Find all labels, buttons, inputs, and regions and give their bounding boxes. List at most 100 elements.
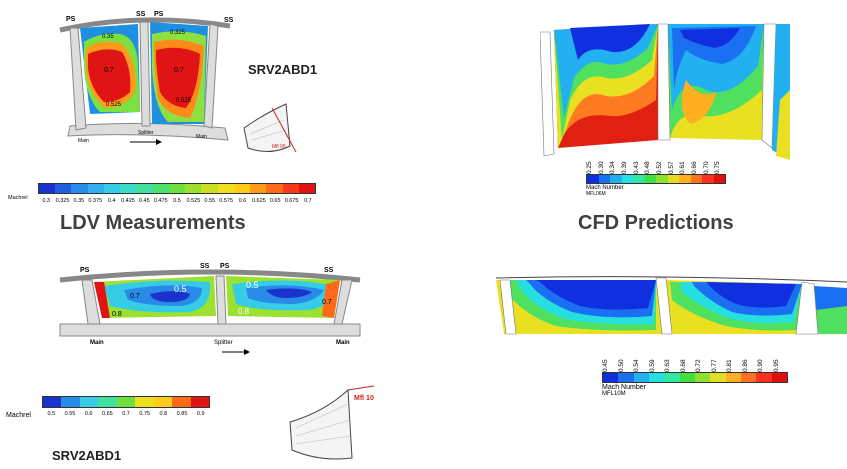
colorbar-title: Machrel (8, 195, 28, 201)
colorbar-tick: 0.4 (107, 198, 116, 204)
colorbar-swatch (55, 184, 72, 193)
cfd-bottom-panel (495, 276, 847, 338)
colorbar-tick: 0.7 (304, 198, 312, 204)
main-label: Main (196, 134, 207, 140)
colorbar-title: Mach Number (586, 185, 624, 191)
colorbar-swatch (694, 373, 711, 382)
colorbar-title: Mach Number (602, 384, 646, 391)
colorbar-tick: 0.25 (586, 161, 593, 174)
colorbar-tick: 0.95 (772, 359, 780, 372)
colorbar-swatch (168, 184, 186, 193)
contour-label: 0.5 (246, 280, 259, 290)
colorbar-tick: 0.34 (609, 161, 617, 174)
colorbar-tick: 0.68 (679, 359, 687, 372)
colorbar-tick: 0.81 (726, 359, 733, 372)
ss-label: SS (324, 267, 334, 274)
colorbar-swatch (190, 397, 209, 407)
main-label: Main (336, 340, 350, 346)
contour-label: 0.525 (176, 98, 192, 104)
colorbar-swatch (702, 175, 714, 183)
inset-label: Mfl 06 (272, 144, 286, 150)
colorbar-swatch (71, 184, 88, 193)
colorbar-swatch (233, 184, 251, 193)
contour-label: 0.8 (112, 311, 122, 318)
ldv-bottom-colorbar: 0.5 0.55 0.6 0.65 0.7 0.75 0.8 0.85 0.9 (42, 396, 210, 417)
colorbar-swatch (587, 175, 599, 183)
colorbar-tick: 0.86 (741, 359, 749, 372)
colorbar-subtitle: MFL06M (586, 191, 606, 197)
colorbar-swatch (664, 373, 680, 382)
cfd-bottom-plot (495, 276, 847, 335)
colorbar-tick: 0.9 (196, 411, 205, 417)
contour-label: 0.8 (238, 307, 250, 316)
colorbar-tick: 0.5 (47, 411, 56, 417)
colorbar-tick: 0.65 (269, 198, 281, 204)
colorbar-tick: 0.61 (679, 161, 687, 174)
colorbar-tick: 0.55 (64, 411, 76, 417)
colorbar-tick: 0.55 (204, 198, 216, 204)
ldv-top-colorbar: 0.3 0.325 0.35 0.375 0.4 0.425 0.45 0.475 0.5 0.5… (38, 183, 316, 204)
colorbar-swatch (185, 184, 202, 193)
colorbar-tick: 0.50 (617, 359, 625, 372)
colorbar-swatch (633, 373, 649, 382)
colorbar-swatch (136, 184, 153, 193)
colorbar-swatch (135, 397, 154, 407)
contour-label: 0.7 (104, 67, 114, 74)
contour-label: 0.7 (130, 293, 140, 300)
main-label: Main (78, 138, 89, 144)
contour-label: 0.5 (174, 284, 187, 294)
colorbar-swatch (282, 184, 299, 193)
colorbar-tick: 0.90 (757, 359, 764, 372)
colorbar-swatch (217, 184, 234, 193)
splitter-label: Splitter (214, 340, 233, 346)
colorbar-swatch (756, 373, 772, 382)
ss-label: SS (200, 263, 210, 270)
colorbar-tick: 0.625 (251, 198, 266, 204)
colorbar-swatch (79, 397, 99, 407)
colorbar-swatch (598, 175, 610, 183)
colorbar-swatch (644, 175, 656, 183)
colorbar-tick: 0.52 (656, 161, 664, 174)
ss-label: SS (224, 17, 234, 24)
colorbar-swatch (648, 373, 665, 382)
colorbar-swatch (266, 184, 283, 193)
colorbar-swatch (725, 373, 741, 382)
colorbar-tick: 0.48 (644, 161, 652, 174)
case-code: SRV2ABD1 (248, 62, 318, 77)
colorbar-swatch (120, 184, 137, 193)
cfd-top-plot (539, 23, 790, 160)
case-code: SRV2ABD1 (52, 448, 122, 463)
colorbar-swatch (771, 373, 787, 382)
ps-label: PS (154, 11, 164, 18)
colorbar-swatch (656, 175, 668, 183)
colorbar-tick: 0.6 (238, 198, 247, 204)
colorbar-tick: 0.85 (176, 411, 188, 417)
colorbar-swatch (603, 373, 619, 382)
colorbar-swatch (87, 184, 104, 193)
colorbar-swatch (621, 175, 633, 183)
colorbar-tick: 0.63 (664, 359, 671, 372)
colorbar-tick: 0.6 (84, 411, 93, 417)
colorbar-tick: 0.70 (702, 161, 710, 174)
colorbar-swatch (152, 184, 169, 193)
colorbar-tick: 0.35 (73, 198, 85, 204)
ldv-top-panel: 0.35 0.325 0.7 0.7 0.525 0.525 PS SS PS … (40, 8, 340, 183)
ps-label: PS (220, 263, 230, 270)
ss-label: SS (136, 11, 146, 18)
colorbar-tick: 0.72 (695, 359, 702, 372)
colorbar-swatch (713, 175, 725, 183)
cfd-top-panel (539, 20, 790, 160)
colorbar-tick: 0.575 (219, 198, 234, 204)
colorbar-swatch (153, 397, 173, 407)
colorbar-tick: 0.8 (159, 411, 168, 417)
contour-label: 0.7 (174, 67, 184, 74)
colorbar-tick: 0.3 (42, 198, 50, 204)
colorbar-tick: 0.57 (667, 161, 675, 174)
colorbar-title: Machrel (6, 412, 31, 419)
ldv-top-plot: 0.35 0.325 0.7 0.7 0.525 0.525 PS SS PS … (59, 11, 297, 153)
ldv-bottom-plot: 0.7 0.5 0.8 0.5 0.8 0.7 PS SS PS SS Main… (59, 263, 361, 355)
colorbar-swatch (103, 184, 121, 193)
colorbar-swatch (98, 397, 117, 407)
colorbar-swatch (610, 175, 622, 183)
colorbar-swatch (690, 175, 702, 183)
